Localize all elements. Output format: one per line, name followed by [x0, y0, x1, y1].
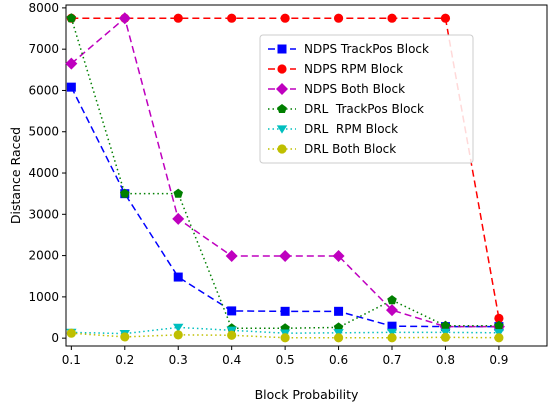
data-point — [172, 212, 185, 225]
legend: NDPS TrackPos Block NDPS RPM Block NDPS Bo… — [259, 34, 474, 164]
y-tick-label: 4000 — [28, 166, 59, 180]
y-tick-label: 0 — [51, 331, 59, 345]
data-point — [173, 188, 183, 198]
legend-label: NDPS RPM Block — [304, 62, 403, 76]
series-3 — [65, 12, 505, 333]
data-point — [173, 13, 183, 23]
x-tick-label: 0.5 — [276, 353, 295, 367]
data-point — [386, 304, 399, 317]
x-tick-label: 0.7 — [382, 353, 401, 367]
data-point — [173, 272, 183, 282]
data-point — [332, 250, 345, 263]
data-point — [227, 330, 237, 340]
legend-marker — [277, 144, 287, 154]
y-axis-label: Distance Raced — [8, 127, 23, 224]
data-point — [279, 250, 292, 263]
x-tick-label: 0.1 — [62, 353, 81, 367]
data-point — [173, 330, 183, 340]
data-point — [494, 333, 504, 343]
y-tick-label: 1000 — [28, 290, 59, 304]
y-tick-label: 5000 — [28, 125, 59, 139]
x-tick-label: 0.9 — [489, 353, 508, 367]
legend-marker — [276, 83, 288, 95]
data-point — [280, 333, 290, 343]
y-tick-label: 8000 — [28, 1, 59, 15]
data-point — [120, 332, 130, 342]
x-tick-label: 0.8 — [436, 353, 455, 367]
data-point — [66, 13, 77, 23]
data-point — [120, 188, 130, 198]
data-point — [387, 333, 397, 343]
data-point — [227, 306, 237, 316]
legend-marker — [277, 104, 287, 114]
data-point — [66, 328, 76, 338]
data-point — [280, 13, 290, 23]
legend-label: NDPS TrackPos Block — [304, 42, 429, 56]
data-point — [494, 313, 504, 323]
x-tick-label: 0.3 — [169, 353, 188, 367]
y-tick-label: 7000 — [28, 42, 59, 56]
data-point — [334, 306, 344, 316]
plot-series — [65, 12, 505, 343]
data-point — [387, 13, 397, 23]
y-tick-label: 2000 — [28, 249, 59, 263]
x-axis-label: Block Probability — [255, 387, 359, 402]
legend-item: DRL TrackPos Block — [268, 102, 424, 116]
data-point — [333, 13, 344, 23]
data-point — [66, 82, 76, 92]
x-tick-label: 0.2 — [115, 353, 134, 367]
legend-item: NDPS TrackPos Block — [268, 42, 429, 56]
legend-item: DRL RPM Block — [268, 122, 398, 136]
data-point — [440, 320, 451, 330]
legend-item: NDPS RPM Block — [268, 62, 403, 76]
legend-box — [259, 34, 474, 164]
y-tick-label: 3000 — [28, 207, 59, 221]
data-point — [440, 13, 451, 23]
legend-item: NDPS Both Block — [268, 82, 405, 96]
data-point — [280, 306, 290, 316]
series-line — [71, 332, 499, 339]
series-6 — [66, 328, 504, 343]
legend-item: DRL Both Block — [268, 142, 396, 156]
data-point — [118, 12, 131, 25]
data-point — [387, 321, 397, 331]
data-point — [494, 320, 504, 330]
axes: 0.1 0.2 0.3 0.4 0.5 0.6 0.7 0.8 0.9 0 1000 2000 3000… — [28, 1, 548, 367]
series-2 — [66, 13, 504, 323]
data-point — [333, 333, 344, 343]
data-point — [65, 57, 78, 70]
data-point — [173, 323, 184, 333]
data-point — [387, 295, 397, 305]
x-tick-label: 0.4 — [222, 353, 241, 367]
legend-label: DRL Both Block — [304, 142, 396, 156]
data-point — [225, 250, 238, 263]
series-line — [71, 326, 499, 335]
legend-marker — [277, 44, 287, 54]
legend-marker — [276, 125, 288, 134]
y-tick-label: 6000 — [28, 83, 59, 97]
legend-label: NDPS Both Block — [304, 82, 405, 96]
legend-label: DRL RPM Block — [304, 122, 398, 136]
legend-marker — [277, 64, 287, 74]
data-point — [386, 328, 398, 338]
data-point — [440, 332, 451, 342]
plot-frame — [65, 4, 548, 347]
legend-label: DRL TrackPos Block — [304, 102, 424, 116]
data-point — [227, 13, 237, 23]
x-tick-label: 0.6 — [329, 353, 348, 367]
